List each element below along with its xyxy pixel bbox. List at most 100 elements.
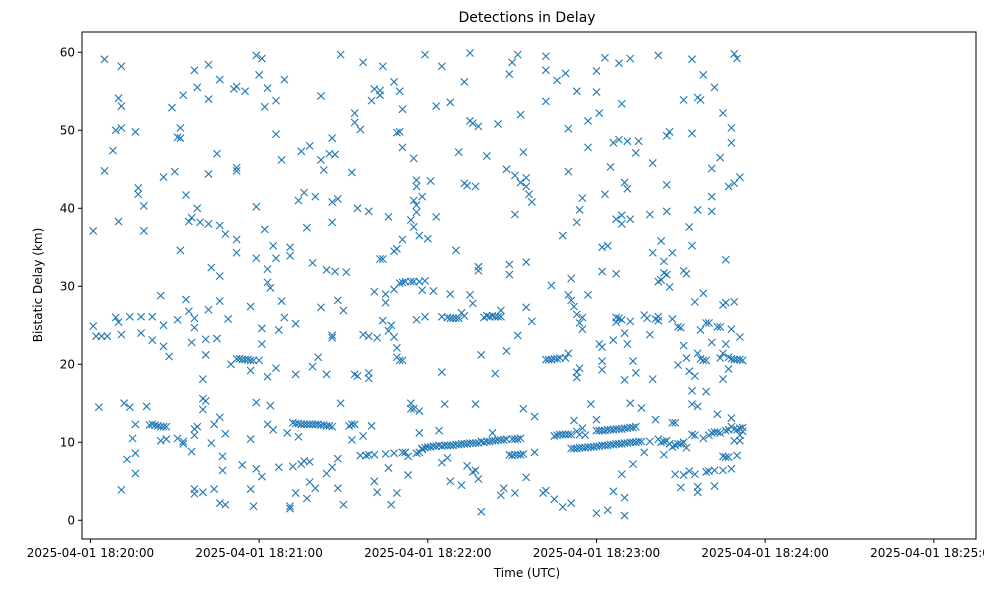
data-point [378, 62, 387, 71]
data-point [271, 254, 280, 263]
data-point [184, 217, 193, 226]
data-point [103, 332, 112, 341]
data-point [415, 428, 424, 437]
data-point [252, 464, 261, 473]
data-point [510, 450, 519, 459]
data-point [468, 299, 477, 308]
x-axis: 2025-04-01 18:20:00 2025-04-01 18:21:00 20… [27, 539, 984, 560]
data-point [718, 375, 727, 384]
data-point [232, 163, 241, 172]
data-point [314, 353, 323, 362]
data-point [654, 51, 663, 60]
data-point [612, 269, 621, 278]
data-point [710, 481, 719, 490]
data-point [373, 488, 382, 497]
data-point [347, 168, 356, 177]
data-point [364, 207, 373, 216]
data-point [465, 439, 474, 448]
data-point [128, 434, 137, 443]
data-point [390, 77, 399, 86]
data-point [702, 467, 711, 476]
data-point [398, 235, 407, 244]
data-point [688, 430, 697, 439]
data-point [471, 466, 480, 475]
data-point [713, 410, 722, 419]
data-point [204, 219, 213, 228]
data-point [263, 278, 272, 287]
data-point [125, 403, 134, 412]
data-point [676, 483, 685, 492]
data-point [359, 58, 368, 67]
data-point [381, 449, 390, 458]
data-point [378, 254, 387, 263]
data-point [187, 338, 196, 347]
data-point [215, 221, 224, 230]
data-point [513, 50, 522, 59]
data-point [156, 436, 165, 445]
data-point [513, 331, 522, 340]
data-point [553, 354, 562, 363]
data-point [193, 204, 202, 213]
data-point [201, 396, 210, 405]
data-point [564, 167, 573, 176]
data-point [721, 426, 730, 435]
data-point [702, 387, 711, 396]
data-point [370, 477, 379, 486]
data-point [122, 455, 131, 464]
data-point [581, 431, 590, 440]
data-point [117, 485, 126, 494]
data-point [702, 318, 711, 327]
data-point [426, 176, 435, 185]
data-point [612, 318, 621, 327]
data-point [336, 50, 345, 59]
data-point [269, 241, 278, 250]
data-point [398, 278, 407, 287]
data-point [159, 422, 168, 431]
data-point [688, 386, 697, 395]
data-point [496, 312, 505, 321]
data-point [508, 435, 517, 444]
data-point [361, 451, 370, 460]
data-point [654, 316, 663, 325]
data-point [302, 223, 311, 232]
data-point [331, 267, 340, 276]
data-point [114, 94, 123, 103]
data-point [609, 487, 618, 496]
data-point [370, 450, 379, 459]
data-point [468, 119, 477, 128]
data-point [432, 212, 441, 221]
data-point [516, 434, 525, 443]
data-point [404, 452, 413, 461]
data-point [170, 167, 179, 176]
data-point [359, 330, 368, 339]
data-point [564, 349, 573, 358]
data-point [541, 97, 550, 106]
data-point [626, 438, 635, 447]
data-point [629, 423, 638, 432]
data-point [704, 318, 713, 327]
data-point [735, 332, 744, 341]
data-point [446, 98, 455, 107]
data-point [637, 437, 646, 446]
data-point [693, 205, 702, 214]
data-point [693, 402, 702, 411]
data-point [210, 420, 219, 429]
data-point [575, 364, 584, 373]
data-point [598, 267, 607, 276]
data-point [224, 315, 233, 324]
data-point [482, 152, 491, 161]
data-point [707, 164, 716, 173]
data-point [339, 500, 348, 509]
x-tick-label: 2025-04-01 18:21:00 [195, 546, 322, 560]
data-point [173, 315, 182, 324]
data-point [600, 53, 609, 62]
data-point [367, 421, 376, 430]
data-point [612, 425, 621, 434]
data-point [437, 458, 446, 467]
data-point [603, 506, 612, 515]
data-point [499, 484, 508, 493]
data-point [131, 420, 140, 429]
data-point [513, 435, 522, 444]
data-point [659, 437, 668, 446]
data-point [713, 428, 722, 437]
